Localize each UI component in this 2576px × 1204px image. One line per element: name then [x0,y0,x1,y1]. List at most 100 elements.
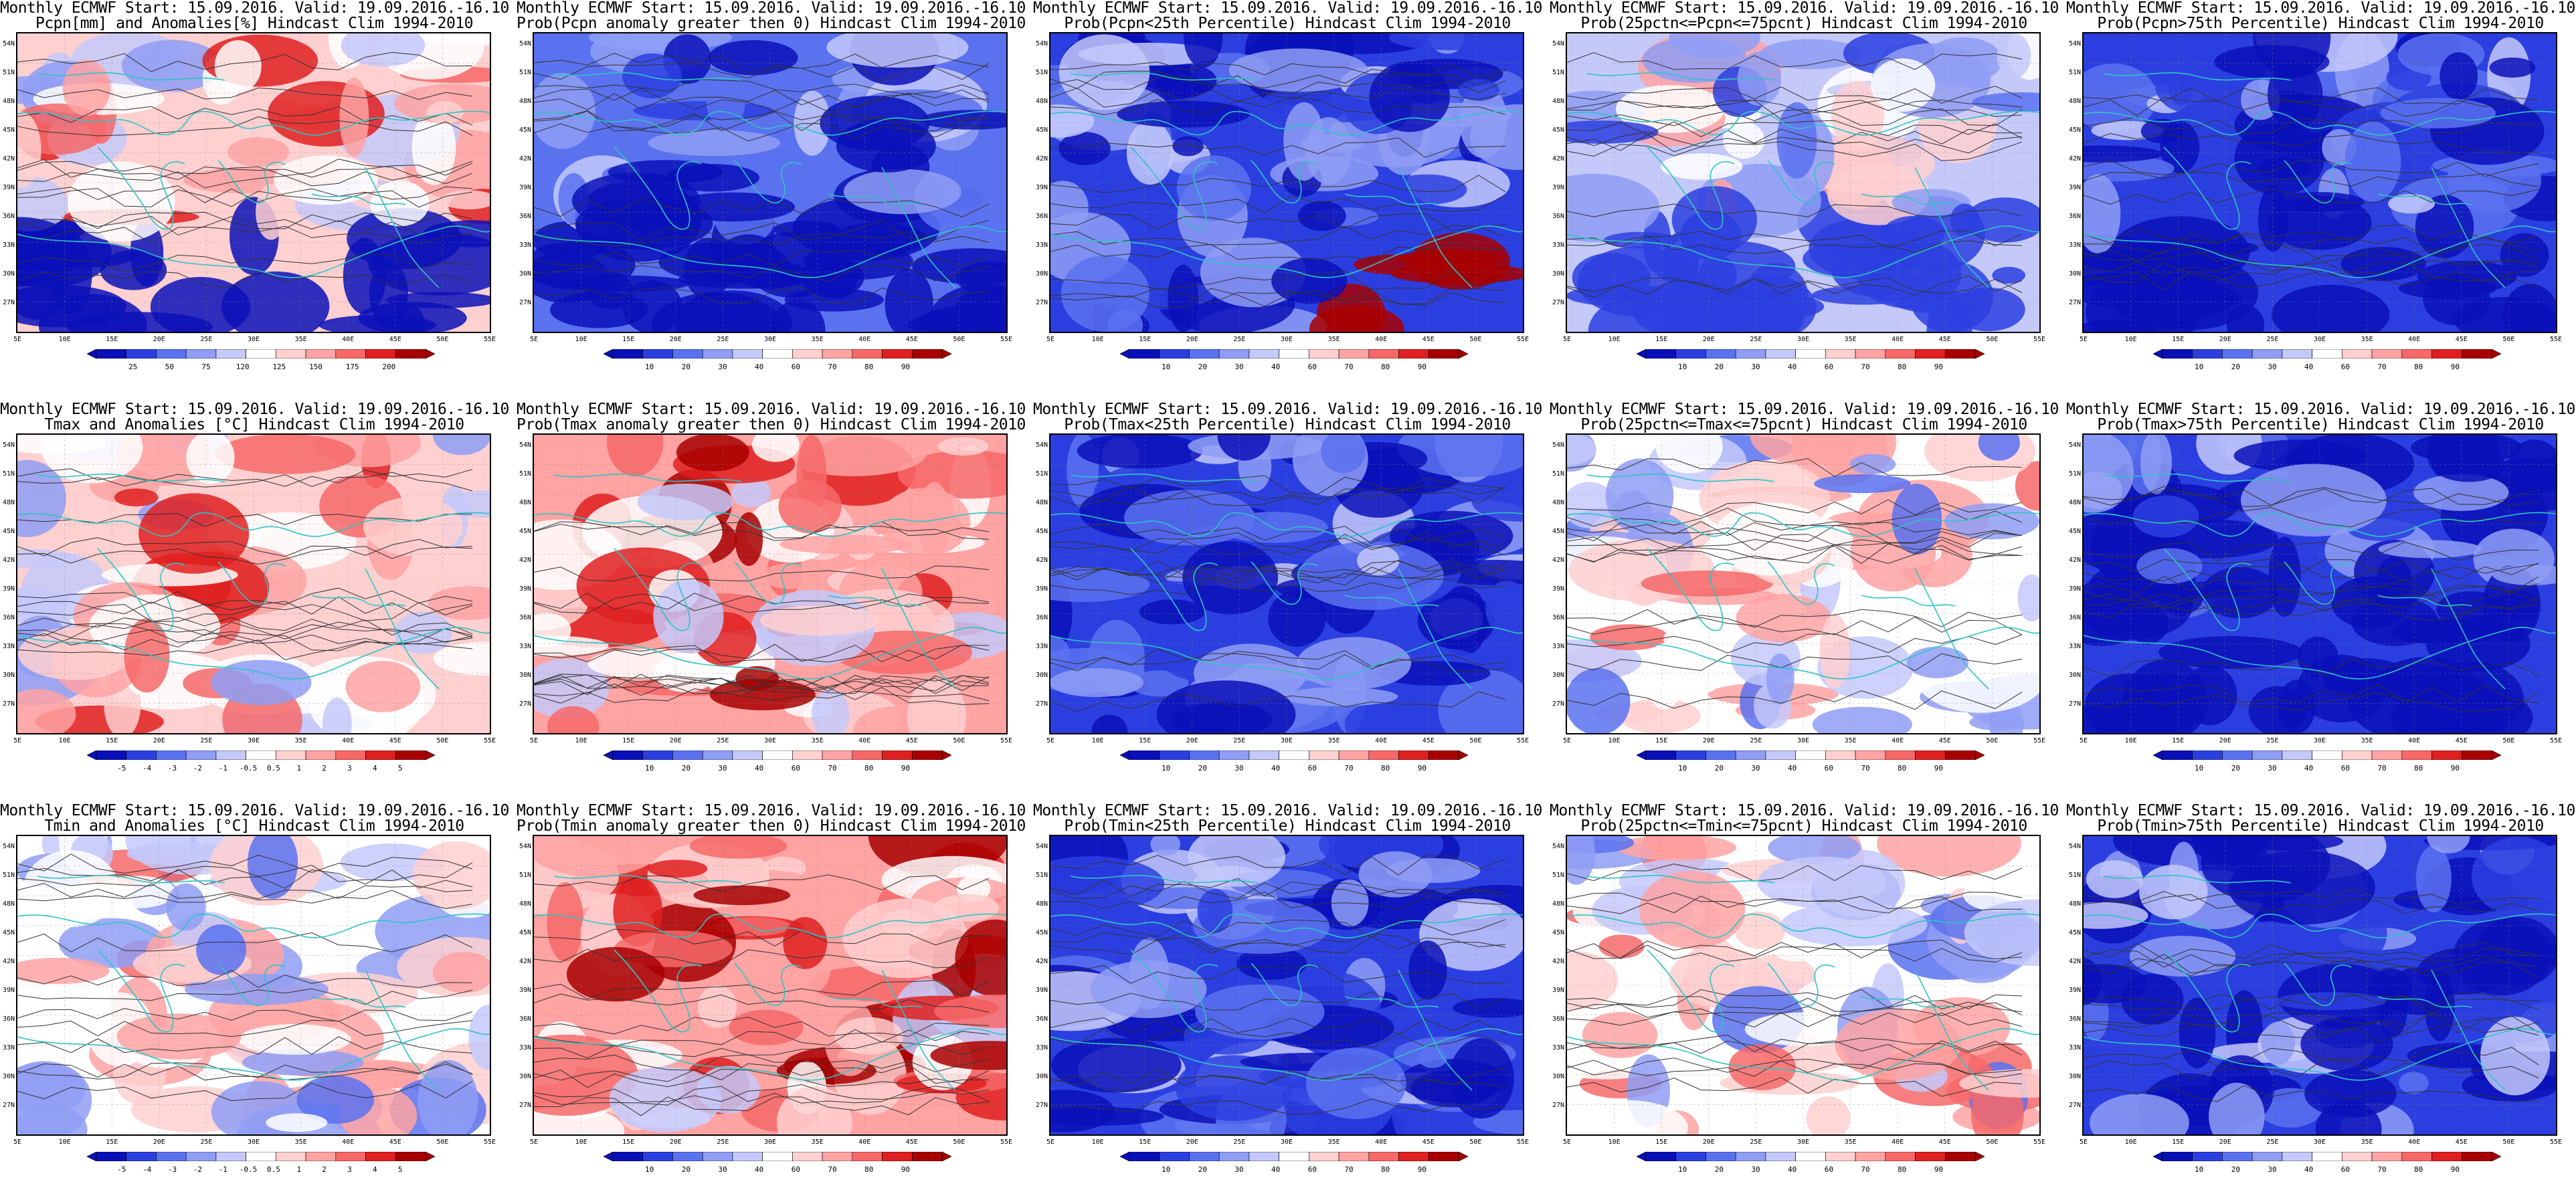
shaded-region [1598,934,1645,959]
latitude-label: 27N [2069,700,2082,708]
shaded-region [1965,197,2039,243]
longitude-label: 5E [1046,737,1055,744]
longitude-label: 45E [1938,1138,1951,1146]
longitude-label: 25E [200,336,213,343]
colorbar-tick-label: 20 [1198,764,1207,773]
contour-line [2084,486,2539,506]
latitude-label: 33N [3,241,15,249]
coastline [1861,595,1956,607]
latitude-label: 48N [1552,499,1565,506]
map-area [2082,433,2557,734]
coastline [1647,548,1735,631]
map-area [1049,433,1524,734]
coastline [2103,474,2292,482]
shaded-region [2506,439,2556,497]
contour-line [17,890,473,909]
shaded-region [2492,564,2556,585]
contour-line [1050,855,1506,876]
longitude-label: 40E [1892,737,1904,744]
contour-line [534,593,990,610]
contour-line [2084,233,2539,254]
latitude-label: 33N [1552,241,1565,249]
longitude-label: 20E [1186,737,1198,744]
panel-subtitle: Prob(Pcpn>75th Percentile) Hindcast Clim… [2097,15,2544,32]
contour-line [534,1084,990,1102]
latitude-label: 54N [519,441,532,449]
colorbar-tick-label: 60 [1824,1165,1833,1174]
shaded-region [1459,84,1507,159]
coastline [553,875,742,884]
coastline [534,110,1006,136]
colorbar-tick-label: 80 [864,764,874,773]
coastline [1050,627,1523,680]
contour-line [534,993,990,1013]
shaded-region [185,973,329,1005]
panel-subtitle: Prob(25pctn<=Pcpn<=75pcnt) Hindcast Clim… [1580,15,2027,32]
latitude-label: 42N [2069,557,2082,564]
shaded-region [2158,636,2303,669]
latitude-label: 45N [3,126,15,134]
shaded-region [1567,950,1619,1010]
coastline [1567,627,2039,680]
contour-line [1567,864,2023,882]
latitude-label: 27N [2069,1102,2082,1109]
shaded-region [693,885,791,906]
panel-title: Monthly ECMWF Start: 15.09.2016. Valid: … [2066,0,2575,17]
latitude-label: 39N [3,987,15,994]
contour-line [2084,249,2539,268]
contour-line [1050,965,1506,984]
shaded-region [221,271,330,332]
shaded-region [2017,574,2039,622]
shaded-region [1268,590,1326,647]
shaded-region [1417,593,1495,649]
colorbar-tick-label: 1 [296,764,302,773]
coastline [2377,595,2472,607]
panel-title: Monthly ECMWF Start: 15.09.2016. Valid: … [0,401,509,418]
latitude-label: 51N [3,872,15,879]
coastline [734,561,802,605]
longitude-label: 40E [2408,336,2421,343]
contour-line [1050,537,1506,556]
shaded-region [708,40,798,76]
longitude-label: 55E [483,737,496,744]
shaded-region [227,137,290,167]
coastline [17,627,490,680]
panel-subtitle: Pcpn[mm] and Anomalies[%] Hindcast Clim … [35,15,474,32]
contour-line [2084,243,2539,263]
shaded-region [1811,285,1916,305]
coastline [1050,512,1523,537]
longitude-label: 10E [575,1138,587,1146]
longitude-label: 40E [342,336,355,343]
coastline [534,913,1006,938]
contour-line [17,159,473,179]
colorbar-tick-label: 70 [828,363,837,371]
shaded-region [1992,266,2025,284]
shaded-region [784,288,884,312]
contour-line [17,87,473,100]
colorbar-tick-label: 40 [2304,363,2314,371]
shaded-region [468,1005,490,1070]
latitude-label: 48N [3,499,15,506]
shaded-region [731,478,771,508]
latitude-label: 39N [3,184,15,191]
coastline [534,225,1006,278]
shaded-region [609,1066,722,1132]
colorbar-tick-label: -3 [167,1165,177,1174]
longitude-label: 40E [858,336,871,343]
latitude-label: 45N [519,929,532,936]
latitude-label: 54N [519,843,532,850]
contour-line [1567,609,2023,628]
contour-line [534,1016,990,1037]
latitude-label: 30N [2069,270,2082,278]
latitude-label: 45N [519,126,532,134]
longitude-label: 15E [622,336,635,343]
contour-line [534,231,990,247]
longitude-label: 30E [1280,737,1293,744]
latitude-label: 39N [1552,987,1565,994]
longitude-label: 10E [58,1138,71,1146]
panel-title: Monthly ECMWF Start: 15.09.2016. Valid: … [0,0,509,17]
colorbar-tick-label: 40 [1788,363,1797,371]
colorbar-tick-label: 30 [1234,1165,1244,1174]
latitude-label: 36N [2069,614,2082,621]
contour-line [534,874,990,892]
